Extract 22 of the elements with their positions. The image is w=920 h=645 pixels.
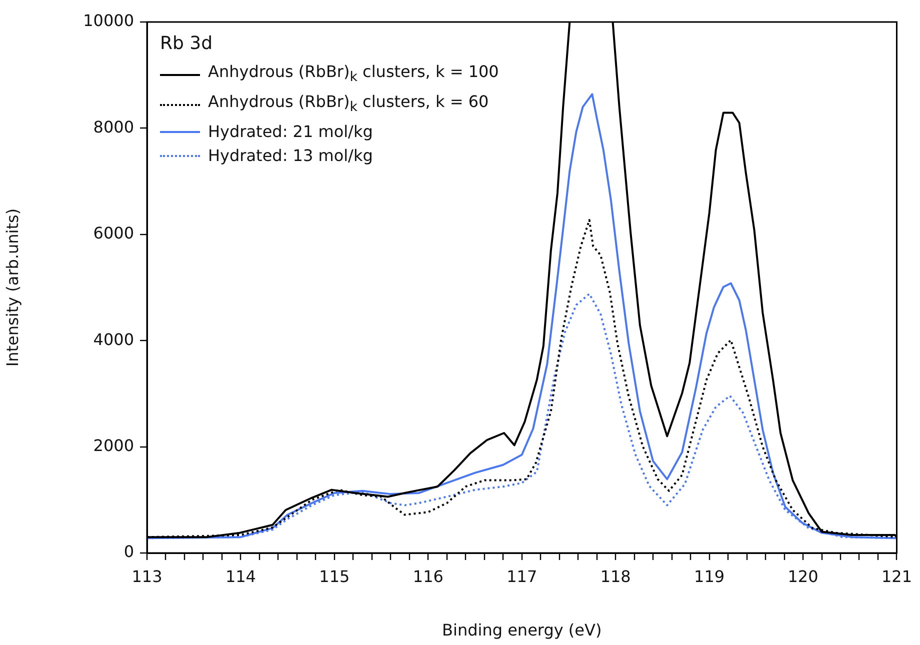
x-axis-title: Binding energy (eV) [442,620,602,640]
y-tick-label: 4000 [93,330,134,349]
legend-label: Hydrated: 13 mol/kg [208,145,373,168]
y-tick-label: 10000 [83,11,134,30]
y-tick-label: 0 [124,542,134,562]
x-tick-label: 120 [788,566,818,586]
legend-title: Rb 3d [160,32,214,56]
legend-label: Hydrated: 21 mol/kg [208,121,373,144]
y-tick-label: 6000 [93,224,134,243]
x-tick-label: 118 [600,566,631,586]
y-tick-label: 2000 [93,436,134,455]
x-tick-label: 115 [319,566,350,586]
x-tick-label: 116 [412,566,444,586]
y-axis-title: Intensity (arb.units) [2,208,22,367]
y-tick-label: 8000 [93,117,134,136]
x-tick-label: 119 [694,566,725,586]
x-tick-label: 113 [132,566,162,586]
x-tick-label: 114 [225,566,256,586]
legend-label: Anhydrous (RbBr)$_{k}$ clusters, k = 60 [208,91,489,118]
legend-label: Anhydrous (RbBr)$_{k}$ clusters, k = 100 [208,61,499,88]
x-tick-label: 117 [506,566,538,586]
x-tick-label: 121 [881,566,912,586]
